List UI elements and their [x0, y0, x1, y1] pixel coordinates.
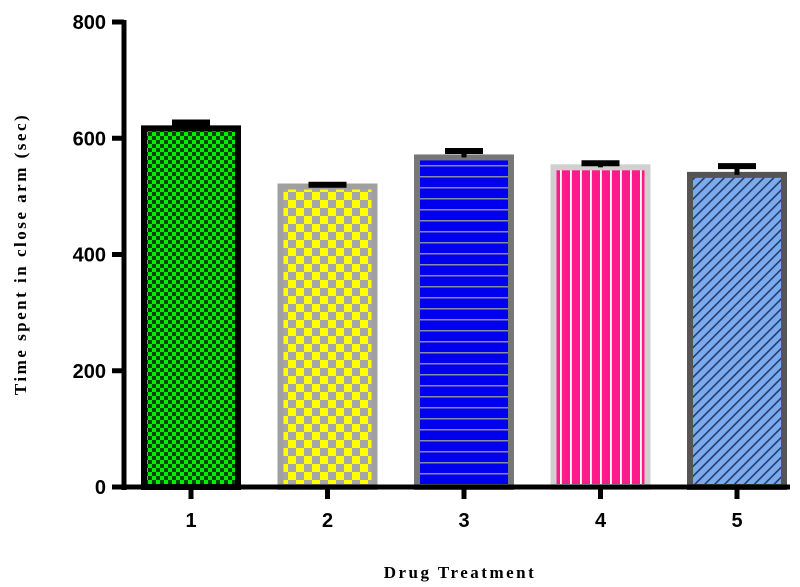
y-tick-label: 800	[73, 12, 106, 34]
y-tick-label: 200	[73, 361, 106, 383]
y-tick-label: 400	[73, 245, 106, 267]
y-tick-label: 0	[95, 477, 106, 499]
error-bar-3	[445, 148, 483, 158]
error-bars-layer	[172, 119, 756, 188]
error-bar-1	[172, 119, 210, 129]
y-axis-title: Time spent in close arm (sec)	[11, 113, 30, 395]
error-bar-4	[581, 160, 620, 168]
axes-layer: 0 200 400 600 800 1 2 3 4 5	[73, 12, 790, 532]
error-bar-5	[718, 163, 756, 175]
bars-layer	[141, 125, 787, 490]
x-tick-label: 1	[185, 510, 196, 532]
bar-2	[277, 183, 378, 490]
x-tick-label: 5	[731, 510, 742, 532]
x-tick-label: 4	[595, 510, 607, 532]
bar-3	[414, 154, 514, 490]
bar-1	[141, 125, 241, 490]
bar-4	[550, 164, 651, 490]
x-tick-label: 2	[322, 510, 333, 532]
x-tick-label: 3	[458, 510, 469, 532]
error-bar-2	[308, 181, 347, 188]
x-axis-title: Drug Treatment	[384, 563, 537, 582]
bar-5	[687, 171, 787, 490]
y-tick-label: 600	[73, 128, 106, 150]
